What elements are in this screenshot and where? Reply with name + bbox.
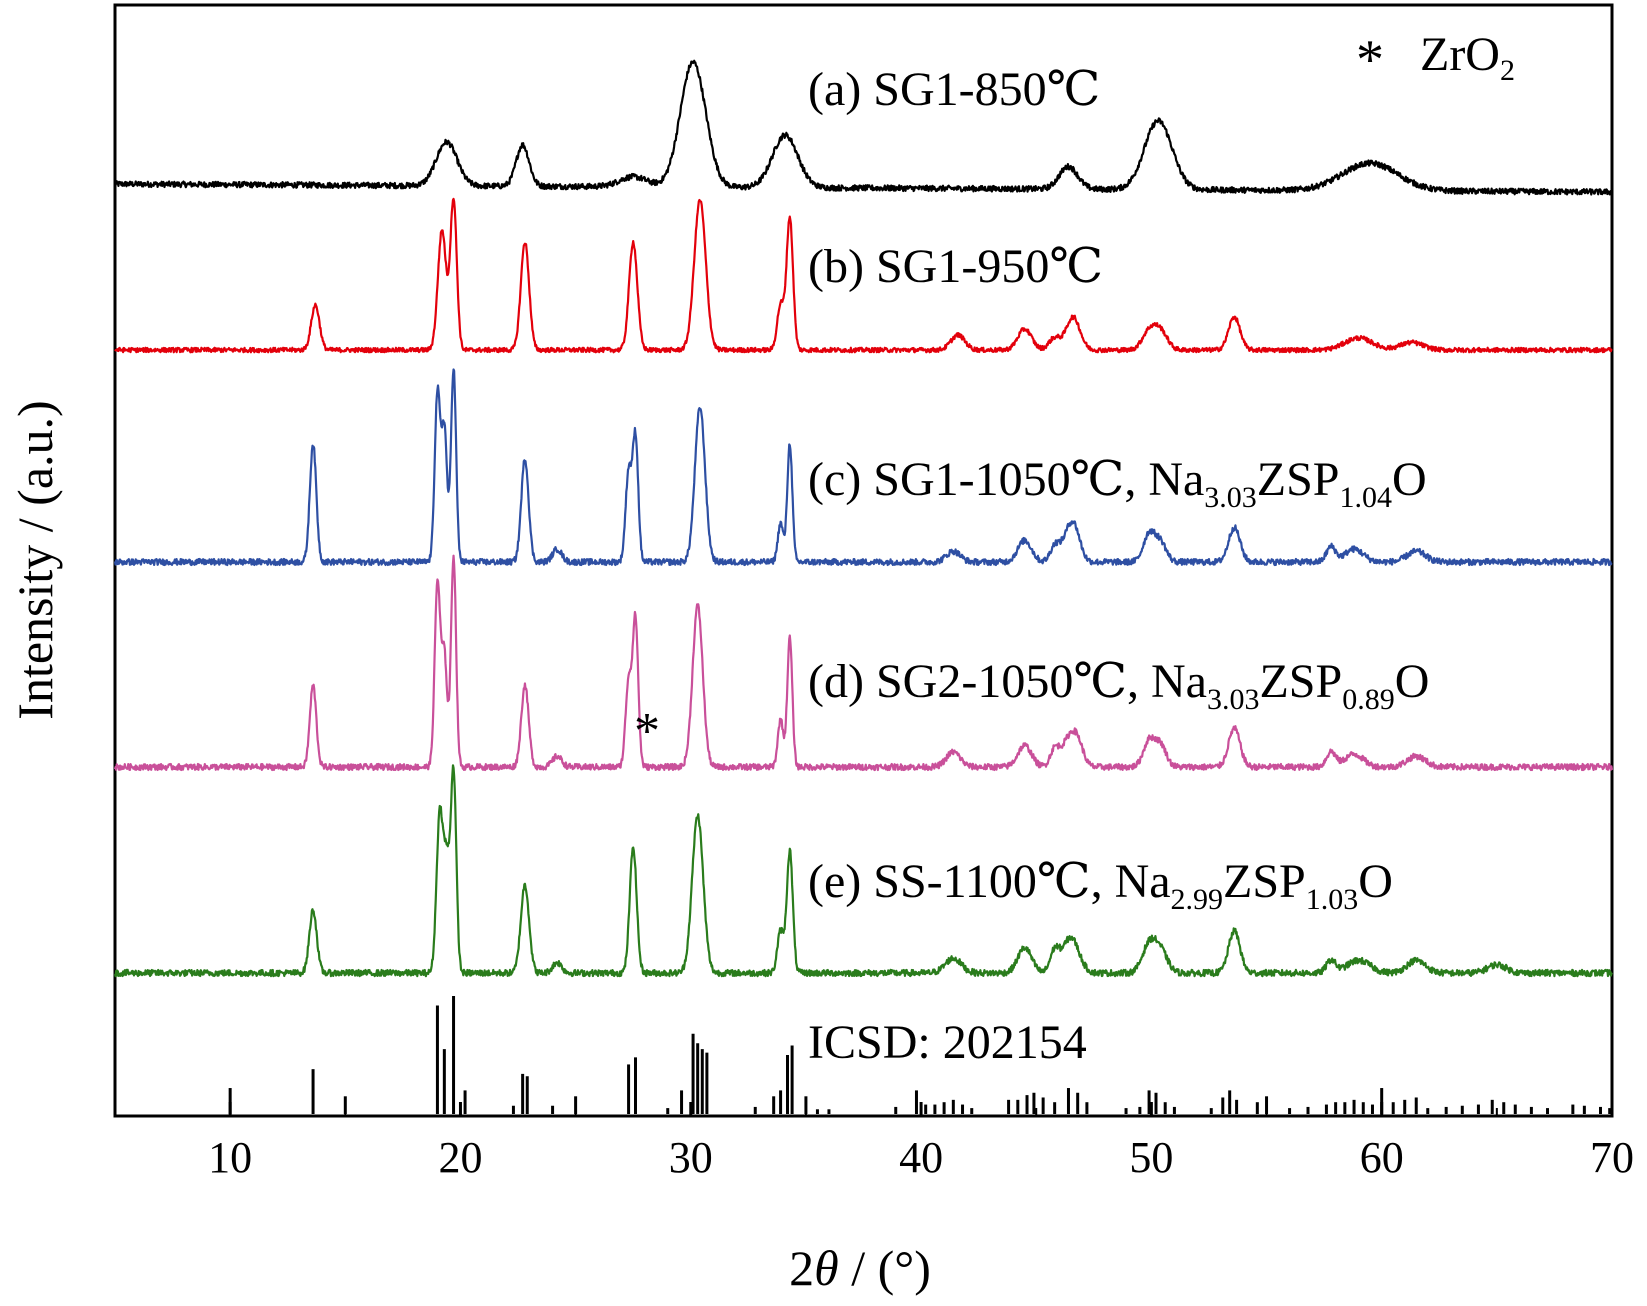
y-axis-title: Intensity / (a.u.) <box>7 400 63 719</box>
series-label-c: (c) SG1-1050℃, Na3.03ZSP1.04O <box>808 453 1427 514</box>
series-label-a: (a) SG1-850℃ <box>808 63 1100 116</box>
x-tick-label: 70 <box>1590 1133 1634 1182</box>
reference-sticks <box>228 996 1612 1114</box>
series-line-d <box>113 554 1614 772</box>
x-tick-label: 10 <box>208 1133 252 1182</box>
series-label-e: (e) SS-1100℃, Na2.99ZSP1.03O <box>808 855 1393 916</box>
x-tick-label: 60 <box>1360 1133 1404 1182</box>
zro2-peak-marker: * <box>634 703 660 760</box>
series-line-a <box>113 59 1614 196</box>
plot-frame <box>113 3 1614 1118</box>
series-labels: (a) SG1-850℃ (b) SG1-950℃ (c) SG1-1050℃, N… <box>634 63 1429 916</box>
zro2-legend-text: ZrO2 <box>1420 28 1515 87</box>
x-tick-label: 20 <box>438 1133 482 1182</box>
x-axis-ticks: 10 20 30 40 50 60 70 <box>114 1102 1634 1182</box>
series-line-e <box>113 764 1613 978</box>
x-tick-label: 30 <box>669 1133 713 1182</box>
x-axis-title: 2θ / (°) <box>789 1240 931 1296</box>
zro2-legend-marker: * <box>1356 29 1384 91</box>
zro2-legend: * ZrO2 <box>1356 28 1515 91</box>
series-label-b: (b) SG1-950℃ <box>808 240 1103 293</box>
x-tick-label: 50 <box>1129 1133 1173 1182</box>
x-tick-label: 40 <box>899 1133 943 1182</box>
series-label-d: (d) SG2-1050℃, Na3.03ZSP0.89O <box>808 655 1429 716</box>
series-layer <box>113 59 1614 978</box>
reference-label: ICSD: 202154 <box>808 1016 1087 1069</box>
series-line-c <box>113 368 1613 567</box>
series-line-b <box>114 197 1613 354</box>
